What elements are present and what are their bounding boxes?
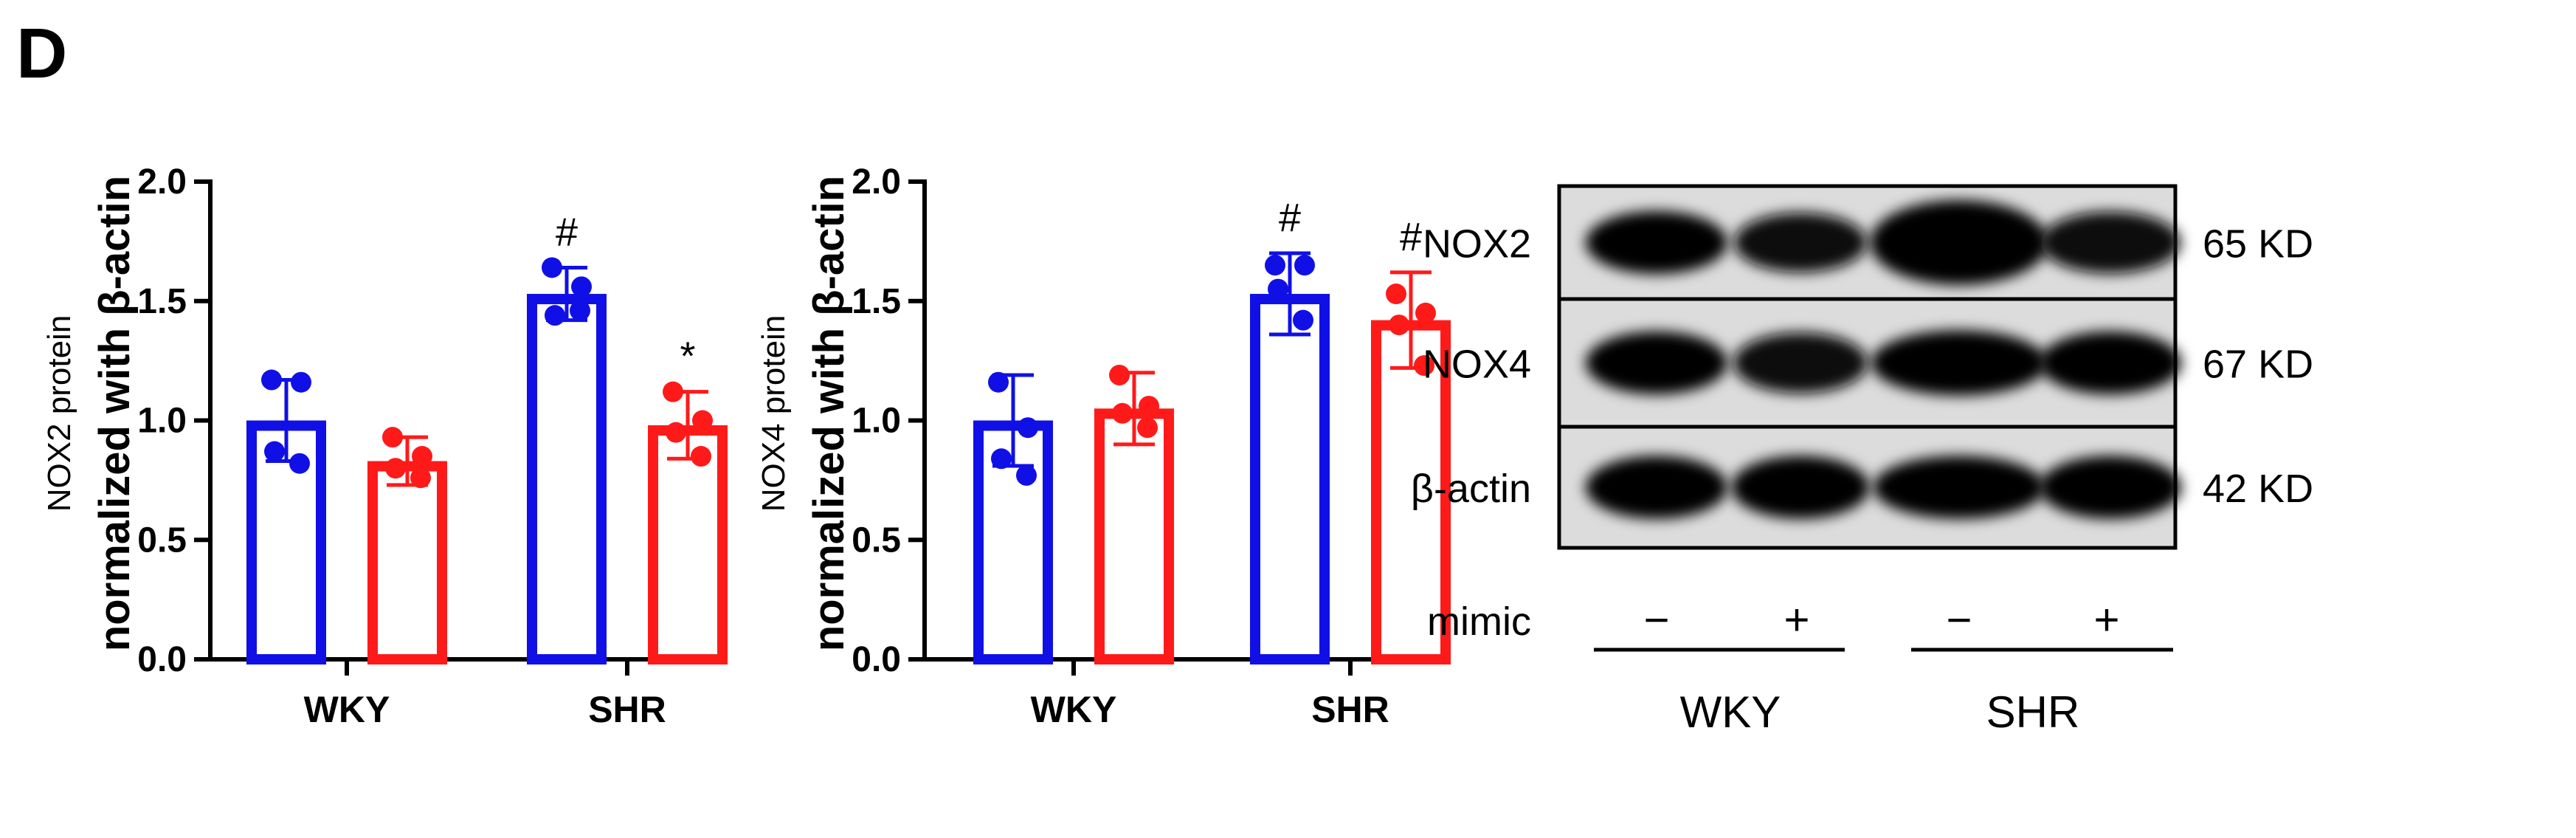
blot-band — [1871, 330, 2048, 396]
data-point — [1294, 255, 1315, 276]
lane-sign: + — [1783, 595, 1809, 645]
y-axis-label-line2: normalized with β-actin — [805, 176, 853, 651]
y-tick-label: 1.5 — [852, 282, 901, 321]
blot-band — [1870, 200, 2048, 285]
data-point — [291, 371, 311, 393]
data-point — [1293, 309, 1313, 331]
data-point — [1112, 402, 1133, 424]
blot-size-label: 67 KD — [2203, 343, 2313, 387]
data-point — [545, 305, 565, 326]
data-point — [385, 458, 406, 479]
blot-band — [1585, 210, 1728, 275]
y-tick-label: 1.0 — [137, 402, 187, 441]
significance-marker: # — [556, 210, 578, 254]
data-point — [412, 446, 432, 467]
panel-label: D — [16, 14, 68, 93]
x-tick-label: WKY — [304, 689, 390, 730]
y-tick-label: 1.5 — [137, 282, 187, 321]
blot-band — [1585, 456, 1728, 519]
data-point — [570, 300, 590, 321]
data-point — [1109, 365, 1130, 386]
group-label: WKY — [1680, 687, 1781, 737]
data-point — [663, 381, 683, 402]
blot-band — [2039, 331, 2182, 395]
y-tick-label: 0.0 — [852, 640, 901, 679]
data-point — [289, 453, 310, 474]
blot-band — [2039, 456, 2182, 519]
y-tick-label: 1.0 — [852, 402, 901, 441]
data-point — [666, 422, 686, 443]
blot-size-label: 42 KD — [2203, 467, 2313, 511]
blot-band — [1873, 456, 2045, 519]
data-point — [1137, 417, 1158, 439]
mimic-label: mimic — [1427, 600, 1531, 644]
x-tick-label: WKY — [1031, 689, 1117, 730]
blot-row-label: β-actin — [1411, 467, 1531, 511]
blot-band — [1733, 332, 1868, 394]
lane-sign: + — [2093, 595, 2119, 645]
y-axis-label-line1: NOX4 protein — [756, 315, 792, 512]
data-point — [1016, 464, 1037, 486]
lane-sign: − — [1643, 595, 1669, 645]
data-point — [1386, 284, 1406, 305]
data-point — [382, 427, 403, 448]
y-tick-label: 0.0 — [137, 640, 187, 679]
data-point — [692, 410, 713, 431]
data-point — [1139, 396, 1159, 417]
blot-row-label: NOX2 — [1423, 222, 1531, 267]
group-label: SHR — [1986, 687, 2080, 737]
data-point — [1389, 315, 1409, 336]
blot-band — [1733, 213, 1868, 272]
lane-sign: − — [1946, 595, 1972, 645]
data-point — [1268, 278, 1288, 300]
x-tick-label: SHR — [1311, 689, 1389, 730]
data-point — [1415, 302, 1436, 323]
data-point — [1265, 255, 1285, 276]
blot-band — [1731, 456, 1870, 519]
data-point — [1414, 355, 1434, 377]
data-point — [261, 369, 282, 391]
data-point — [988, 371, 1009, 393]
data-point — [264, 441, 285, 462]
blot-size-label: 65 KD — [2203, 222, 2313, 267]
y-tick-label: 2.0 — [137, 162, 187, 202]
data-point — [571, 276, 592, 298]
y-axis-label-line2: normalized with β-actin — [91, 176, 139, 651]
y-axis-label-line1: NOX2 protein — [41, 315, 77, 512]
x-tick-label: SHR — [588, 689, 666, 730]
data-point — [410, 467, 431, 489]
blot-row-label: NOX4 — [1423, 343, 1531, 387]
blot-band — [1585, 331, 1728, 395]
data-point — [542, 257, 562, 278]
significance-marker: * — [680, 334, 695, 379]
significance-marker: # — [1279, 196, 1301, 240]
data-point — [691, 446, 711, 467]
significance-marker: # — [1400, 215, 1422, 259]
blot-band — [2040, 211, 2180, 274]
data-point — [991, 448, 1012, 470]
data-point — [1018, 417, 1038, 439]
y-tick-label: 0.5 — [137, 521, 187, 560]
y-tick-label: 2.0 — [852, 162, 901, 202]
y-tick-label: 0.5 — [852, 521, 901, 560]
nox2-bar-chart: 0.0 0.5 1.0 1.5 2.0 NOX2 protein normalized wi… — [41, 162, 728, 730]
